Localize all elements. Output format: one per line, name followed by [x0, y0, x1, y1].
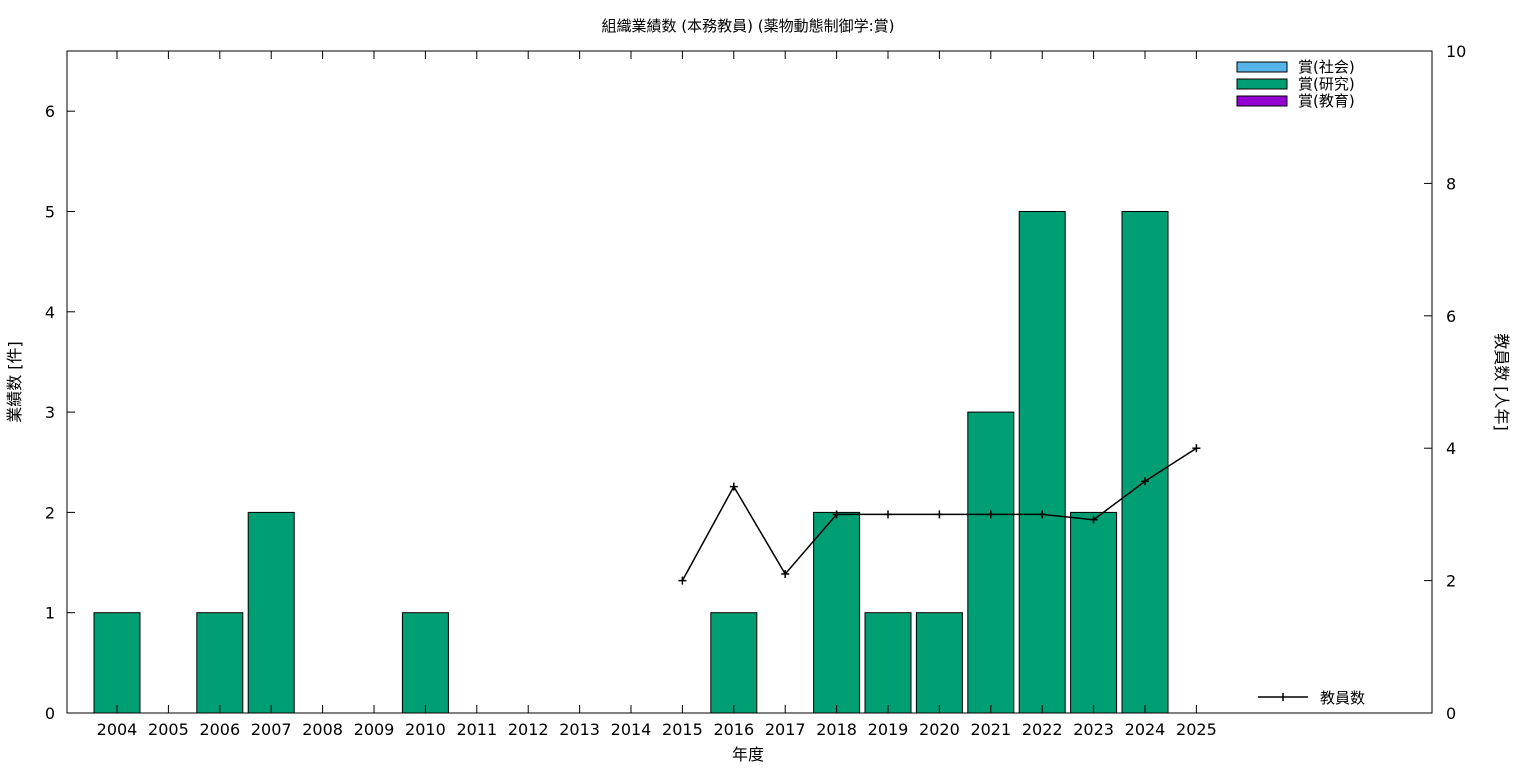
- legend-label: 賞(研究): [1298, 75, 1355, 93]
- x-tick-label: 2017: [765, 720, 806, 739]
- x-tick-label: 2013: [559, 720, 600, 739]
- bar: [1018, 210, 1066, 714]
- y-tick-label: 6: [45, 102, 55, 121]
- line-point: [1141, 477, 1149, 486]
- x-tick-label: 2024: [1125, 720, 1166, 739]
- x-tick-label: 2009: [354, 720, 395, 739]
- y-axis-label: 業績数 [件]: [5, 341, 24, 423]
- chart-title: 組織業績数 (本務教員) (薬物動態制御学:賞): [602, 17, 895, 35]
- legend-swatch: [1236, 95, 1288, 107]
- bar: [915, 612, 963, 714]
- line-point: [986, 510, 995, 519]
- line-point: [781, 569, 790, 578]
- x-axis-label: 年度: [732, 745, 764, 764]
- bar: [1070, 511, 1118, 714]
- bar: [967, 411, 1015, 714]
- legend-swatch: [1236, 61, 1288, 73]
- bar: [864, 612, 912, 714]
- y2-tick-label: 10: [1446, 42, 1466, 61]
- bar: [813, 511, 861, 714]
- line-point: [935, 510, 944, 519]
- x-tick-label: 2020: [919, 720, 960, 739]
- y-tick-label: 1: [45, 604, 55, 623]
- y-tick-label: 5: [45, 202, 55, 221]
- legend-label: 教員数: [1320, 689, 1365, 707]
- y2-axis-label: 教員数 [人年]: [1492, 333, 1511, 431]
- legend-swatch: [1236, 78, 1288, 90]
- bar: [401, 612, 449, 714]
- line-point: [832, 510, 841, 519]
- y2-tick-label: 0: [1446, 704, 1456, 723]
- line-point: [1089, 515, 1098, 524]
- x-tick-label: 2011: [456, 720, 497, 739]
- bar: [196, 612, 244, 714]
- y-tick-label: 3: [45, 403, 55, 422]
- x-tick-label: 2015: [662, 720, 703, 739]
- line-point: [729, 482, 738, 491]
- x-tick-label: 2023: [1073, 720, 1114, 739]
- y2-tick-label: 8: [1446, 174, 1456, 193]
- bar: [93, 612, 141, 714]
- legend-label: 賞(社会): [1298, 58, 1355, 76]
- x-tick-label: 2005: [148, 720, 189, 739]
- line-point: [884, 510, 892, 519]
- legend-label: 賞(教育): [1298, 92, 1355, 110]
- x-tick-label: 2008: [302, 720, 343, 739]
- x-tick-label: 2007: [251, 720, 292, 739]
- line-point: [678, 576, 687, 585]
- bar: [710, 612, 758, 714]
- line-point: [1192, 444, 1201, 453]
- y-tick-label: 2: [45, 503, 55, 522]
- x-tick-label: 2010: [405, 720, 446, 739]
- x-tick-label: 2006: [199, 720, 240, 739]
- y-tick-label: 0: [45, 704, 55, 723]
- x-tick-label: 2019: [868, 720, 909, 739]
- y2-tick-label: 2: [1446, 572, 1456, 591]
- x-tick-label: 2016: [713, 720, 754, 739]
- x-tick-label: 2022: [1022, 720, 1063, 739]
- line-point: [1038, 510, 1047, 519]
- x-tick-label: 2014: [611, 720, 652, 739]
- x-tick-label: 2025: [1176, 720, 1217, 739]
- bar: [1121, 210, 1169, 714]
- y2-tick-label: 4: [1446, 439, 1456, 458]
- x-tick-label: 2021: [970, 720, 1011, 739]
- y2-tick-label: 6: [1446, 307, 1456, 326]
- x-tick-label: 2018: [816, 720, 857, 739]
- x-tick-label: 2012: [508, 720, 549, 739]
- x-tick-label: 2004: [97, 720, 138, 739]
- bar: [247, 511, 295, 714]
- y-tick-label: 4: [45, 303, 55, 322]
